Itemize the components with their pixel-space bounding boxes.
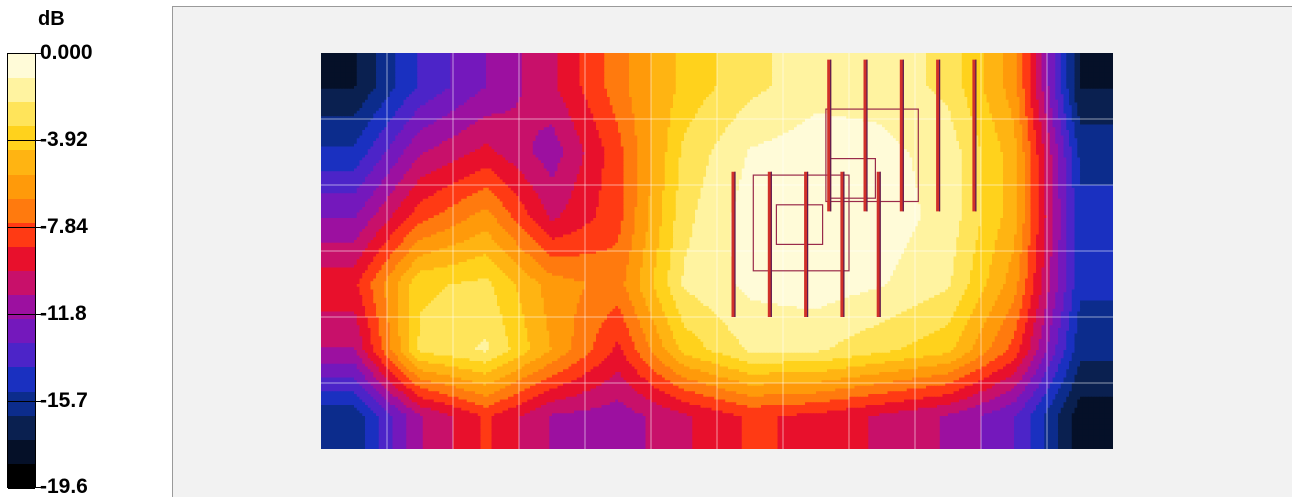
legend-swatch [8, 78, 35, 103]
color-legend: dB 0.000 -3.92 -7.84 -11.8 -15.7 -19.6 [0, 0, 170, 497]
legend-unit-label: dB [38, 8, 65, 31]
legend-color-bar [7, 53, 36, 487]
legend-swatch [8, 102, 35, 127]
legend-swatch [8, 295, 35, 320]
heatmap-panel [172, 6, 1292, 497]
legend-tick [7, 140, 41, 141]
legend-swatch [8, 319, 35, 344]
legend-tick-label: -7.84 [40, 216, 88, 238]
legend-swatch [8, 54, 35, 79]
legend-tick [7, 487, 41, 488]
legend-swatch [8, 416, 35, 441]
legend-swatch [8, 247, 35, 272]
legend-tick-label: 0.000 [40, 42, 93, 64]
legend-tick [7, 401, 41, 402]
legend-swatch [8, 464, 35, 489]
legend-swatch [8, 367, 35, 392]
heatmap-plot [173, 7, 1292, 498]
legend-swatch [8, 271, 35, 296]
legend-swatch [8, 343, 35, 368]
legend-swatch [8, 175, 35, 200]
legend-tick-label: -11.8 [40, 303, 87, 325]
legend-tick [7, 227, 41, 228]
legend-swatch [8, 126, 35, 151]
legend-swatch [8, 392, 35, 417]
legend-tick-label: -15.7 [40, 390, 88, 412]
legend-swatch [8, 199, 35, 224]
legend-tick [7, 314, 41, 315]
legend-swatch [8, 440, 35, 465]
legend-tick-label: -19.6 [40, 476, 88, 498]
legend-tick [7, 53, 41, 54]
legend-swatch [8, 150, 35, 175]
legend-tick-label: -3.92 [40, 129, 88, 151]
